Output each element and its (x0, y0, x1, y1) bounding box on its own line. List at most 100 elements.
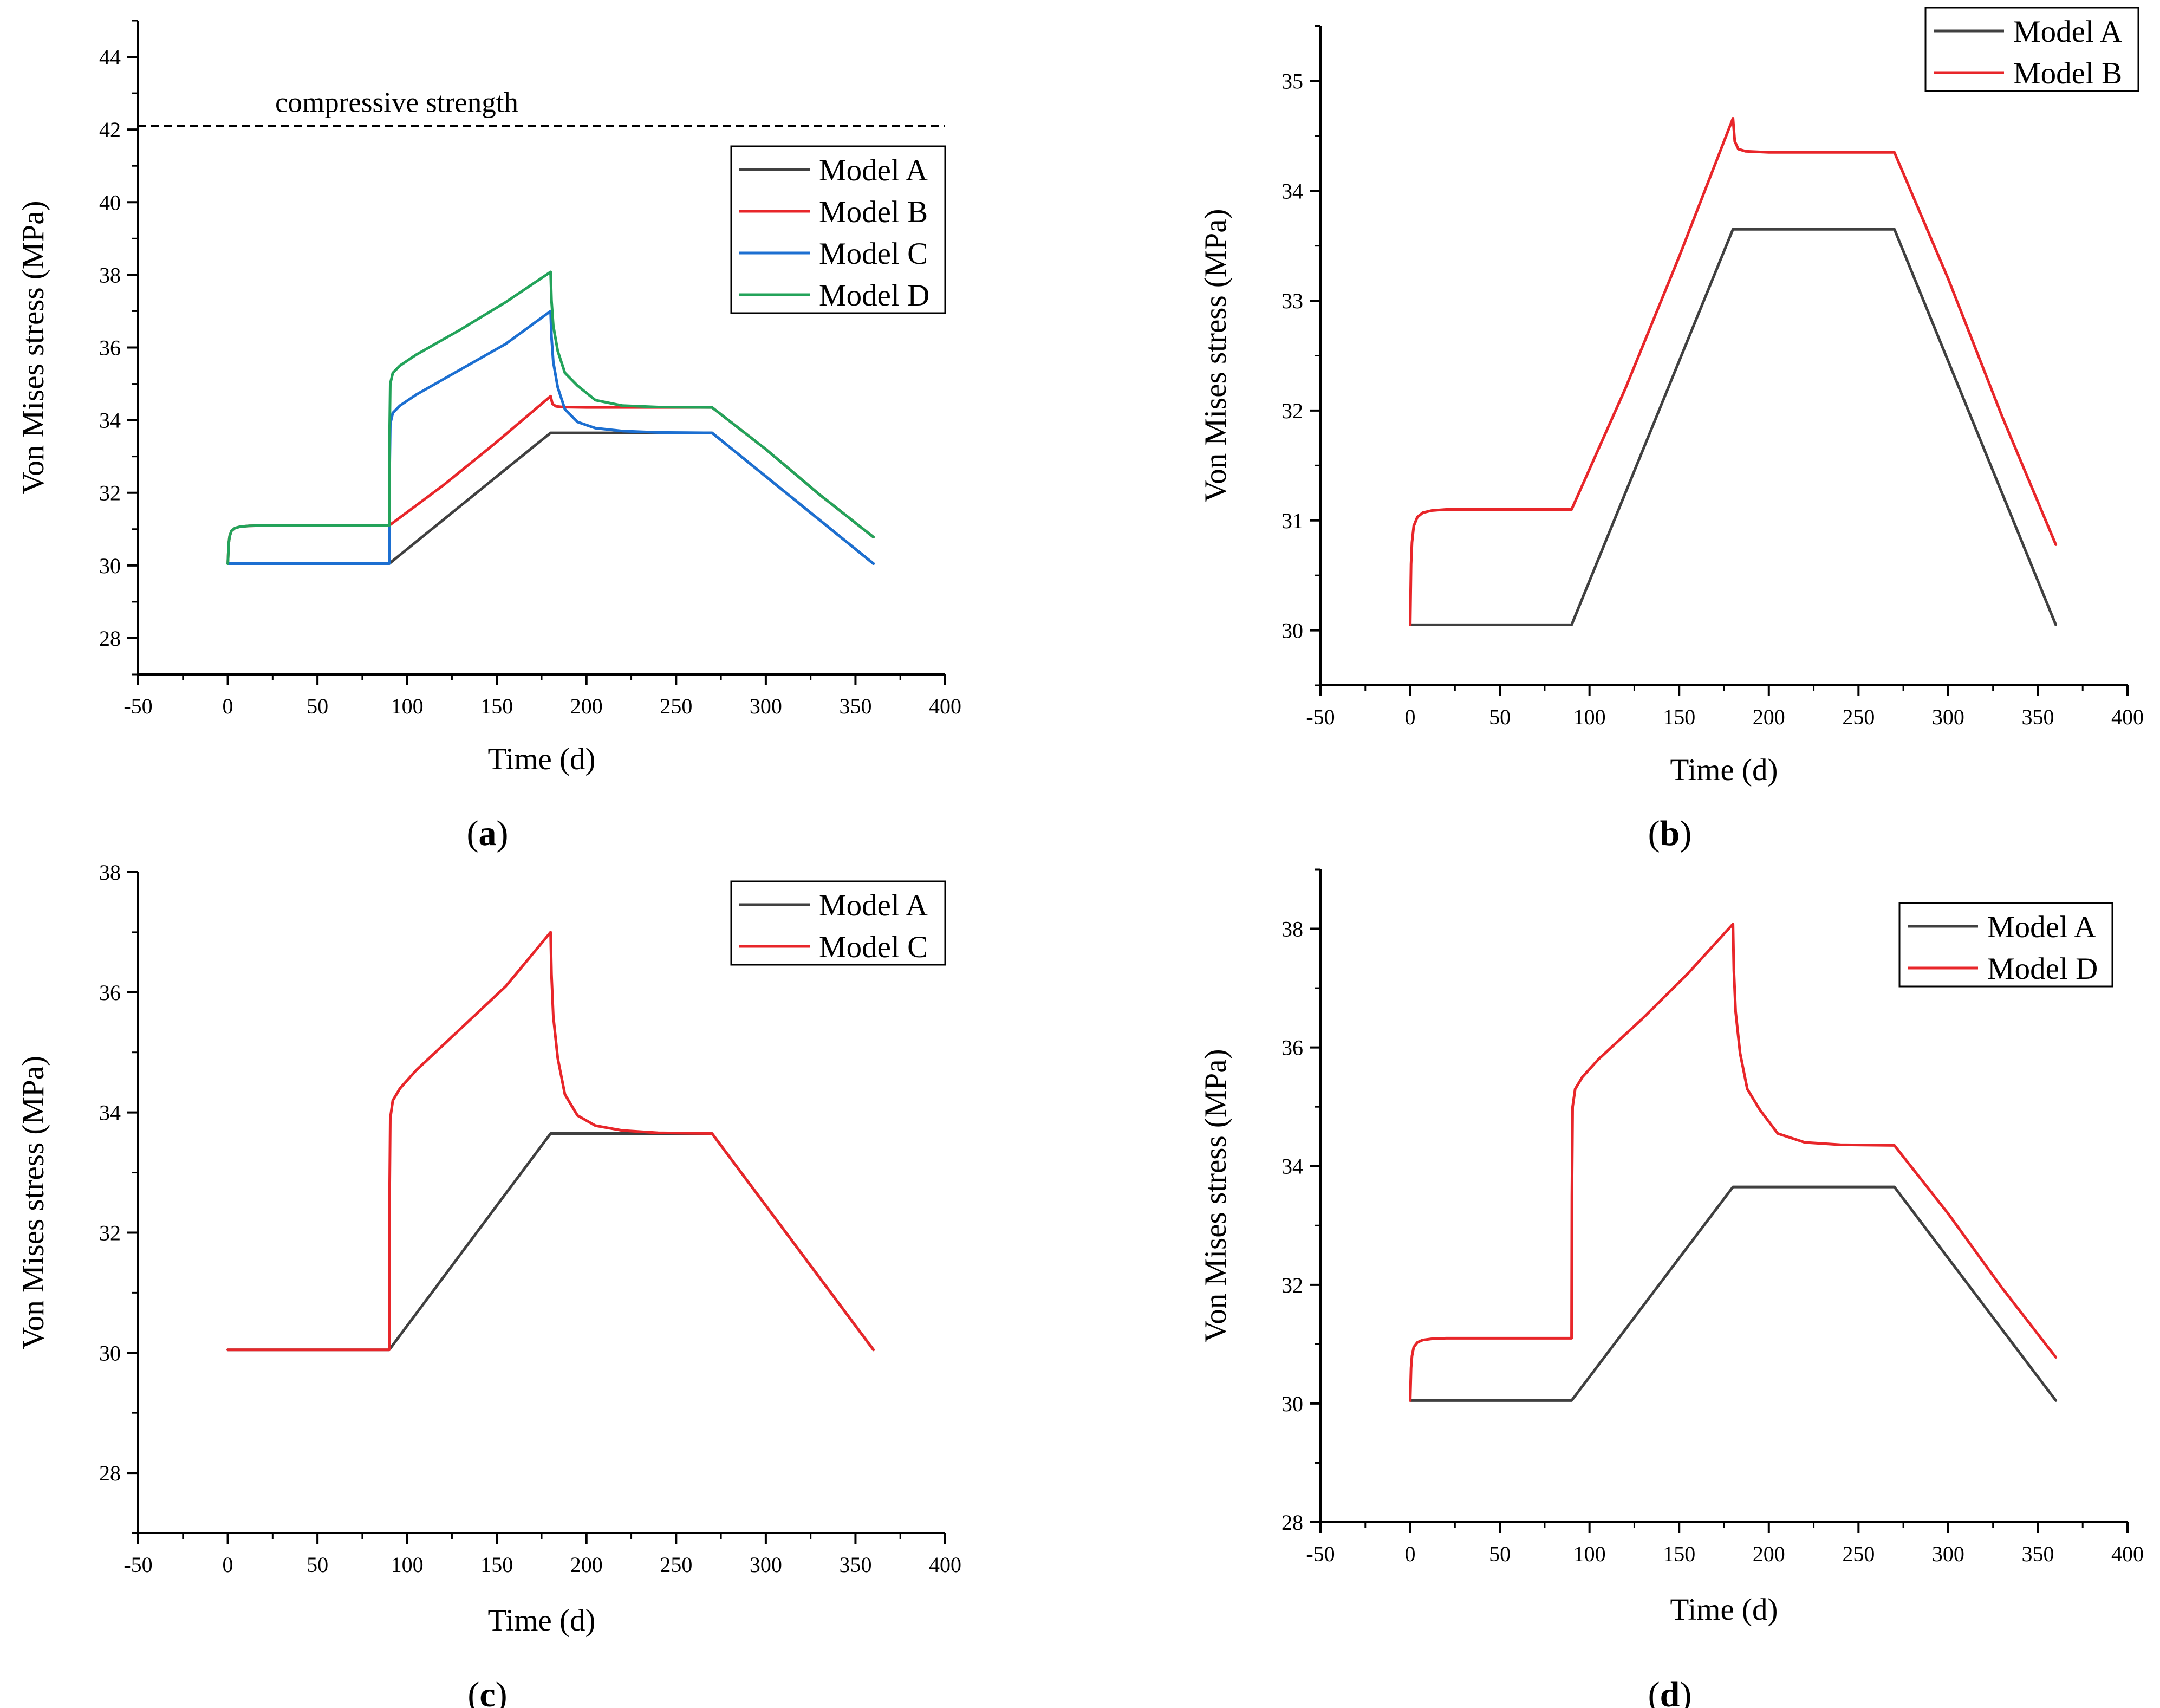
y-tick-label: 30 (99, 1341, 121, 1365)
x-tick-label: 100 (1573, 705, 1606, 729)
y-tick-label: 35 (1281, 69, 1303, 93)
panel-caption: (d) (1648, 1675, 1692, 1708)
compressive-strength-label: compressive strength (275, 87, 518, 118)
y-tick-label: 32 (1281, 1273, 1303, 1297)
y-axis-title: Von Mises stress (MPa) (16, 200, 50, 494)
caption-letter: d (1660, 1675, 1680, 1708)
y-tick-label: 34 (1281, 179, 1303, 203)
caption-close: ) (1680, 814, 1691, 853)
y-tick-label: 28 (1281, 1510, 1303, 1535)
panel-caption: (b) (1648, 814, 1692, 853)
y-tick-label: 36 (99, 980, 121, 1005)
legend: Model A Model C (730, 880, 946, 966)
x-tick-label: -50 (1306, 705, 1335, 729)
caption-letter: c (479, 1675, 495, 1708)
y-tick-label: 38 (1281, 917, 1303, 941)
x-tick-label: 100 (391, 1553, 424, 1577)
series-line-model-c (226, 309, 875, 565)
y-tick-label: 28 (99, 626, 121, 651)
legend-label: Model B (819, 195, 928, 229)
caption-close: ) (496, 1675, 508, 1708)
y-axis-title: Von Mises stress (MPa) (1199, 1049, 1233, 1342)
legend-label: Model A (2013, 15, 2122, 49)
panel-b: -50 0 50 100 150 200 250 300 350 400 30 31 32 33 34 35 T… (1199, 7, 2144, 853)
x-tick-label: 50 (307, 1553, 328, 1577)
legend: Model A Model B (1924, 7, 2139, 92)
y-tick-label: 33 (1281, 289, 1303, 313)
caption-close: ) (497, 814, 509, 853)
caption-open: ( (1648, 1675, 1660, 1708)
series-line-model-a (1409, 1185, 2058, 1402)
panel-a: -50 0 50 100 150 200 250 300 350 400 28 30 32 34 36 38 4… (16, 20, 961, 853)
x-tick-label: 0 (1405, 1542, 1416, 1566)
legend-label: Model C (819, 930, 928, 964)
x-tick-label: 350 (2021, 705, 2054, 729)
x-tick-label: 50 (1489, 1542, 1511, 1566)
caption-open: ( (467, 814, 479, 853)
x-axis-title: Time (d) (1670, 753, 1778, 787)
x-tick-label: 100 (1573, 1542, 1606, 1566)
series-line-model-b (1409, 116, 2058, 626)
x-tick-label: 150 (1663, 1542, 1695, 1566)
x-tick-label: 300 (750, 1553, 782, 1577)
legend-label: Model A (819, 153, 928, 187)
y-tick-label: 28 (99, 1461, 121, 1485)
legend: Model A Model B Model C Model D (730, 145, 946, 314)
y-tick-label: 38 (99, 860, 121, 885)
x-tick-label: 50 (307, 694, 328, 718)
legend-label: Model A (1987, 910, 2096, 944)
legend-label: Model A (819, 888, 928, 923)
legend-box (1898, 902, 2113, 988)
series-line-model-a (226, 1132, 875, 1352)
y-tick-label: 36 (1281, 1036, 1303, 1060)
series-line-model-b (226, 394, 875, 565)
x-tick-label: 0 (1405, 705, 1416, 729)
caption-open: ( (1648, 814, 1660, 853)
x-tick-label: 150 (480, 694, 513, 718)
series-line-model-a (1409, 228, 2058, 626)
x-tick-label: 0 (223, 694, 233, 718)
x-tick-label: 0 (223, 1553, 233, 1577)
legend-label: Model B (2013, 56, 2122, 90)
x-tick-label: -50 (1306, 1542, 1335, 1566)
x-tick-label: 250 (1842, 705, 1875, 729)
panel-c: -50 0 50 100 150 200 250 300 350 400 28 30 32 34 36 38 T… (16, 860, 961, 1708)
y-tick-label: 34 (1281, 1154, 1303, 1179)
y-tick-label: 34 (99, 1101, 121, 1125)
caption-open: ( (467, 1675, 479, 1708)
x-tick-label: 350 (839, 1553, 871, 1577)
x-tick-label: -50 (123, 694, 152, 718)
y-tick-label: 38 (99, 263, 121, 287)
panel-caption: (c) (467, 1675, 507, 1708)
panel-caption: (a) (467, 814, 509, 853)
y-axis-title: Von Mises stress (MPa) (1199, 209, 1233, 502)
legend: Model A Model D (1898, 902, 2113, 988)
x-tick-label: 50 (1489, 705, 1511, 729)
x-tick-label: 400 (929, 1553, 961, 1577)
y-axis-title: Von Mises stress (MPa) (16, 1056, 50, 1349)
y-tick-label: 30 (1281, 619, 1303, 643)
x-tick-label: 200 (570, 1553, 603, 1577)
y-tick-label: 32 (99, 481, 121, 505)
y-tick-label: 42 (99, 118, 121, 142)
legend-label: Model C (819, 237, 928, 271)
x-tick-label: 200 (1753, 705, 1785, 729)
x-tick-label: 150 (480, 1553, 513, 1577)
series-line-model-d (1409, 923, 2058, 1402)
legend-box (730, 880, 946, 966)
y-tick-label: 34 (99, 408, 121, 433)
x-tick-label: 350 (2021, 1542, 2054, 1566)
x-tick-label: 200 (1753, 1542, 1785, 1566)
legend-label: Model D (819, 278, 929, 313)
y-tick-label: 31 (1281, 509, 1303, 533)
legend-box (730, 145, 946, 314)
caption-close: ) (1680, 1675, 1691, 1708)
x-tick-label: 350 (839, 694, 871, 718)
caption-letter: a (479, 814, 497, 853)
series-line-model-a (226, 431, 875, 565)
y-tick-label: 32 (1281, 399, 1303, 423)
x-tick-label: 250 (1842, 1542, 1875, 1566)
x-axis-title: Time (d) (488, 1603, 596, 1638)
x-tick-label: 150 (1663, 705, 1695, 729)
